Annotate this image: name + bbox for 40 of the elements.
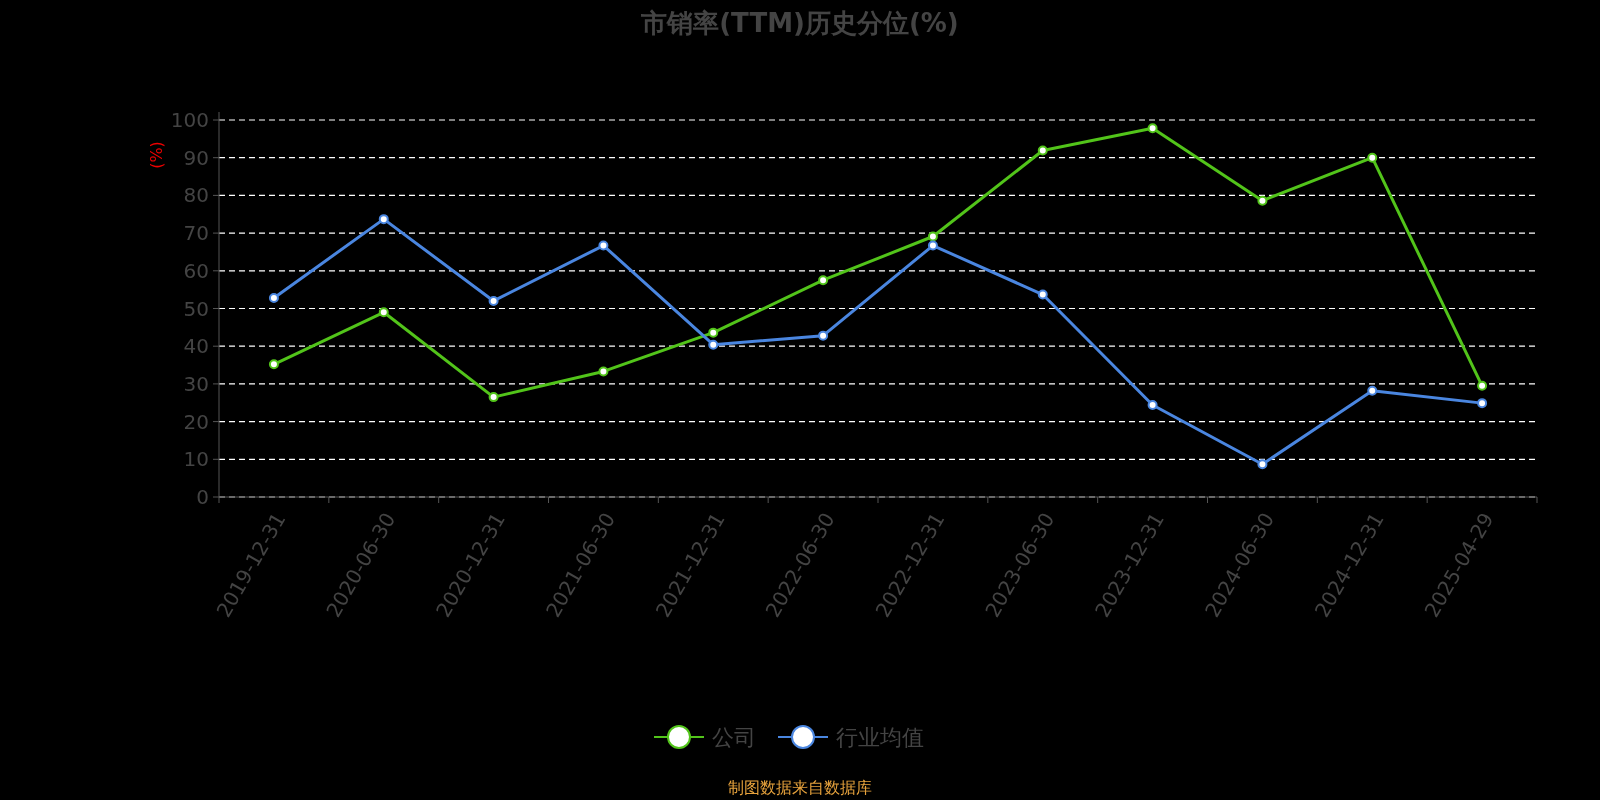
point [1037,289,1048,300]
y-tick-label: 80 [183,183,209,208]
chart-title: 市销率(TTM)历史分位(%) [640,8,959,38]
point [488,392,499,403]
y-tick-label: 20 [183,409,209,434]
y-tick-label: 90 [183,145,209,170]
y-tick-label: 100 [170,108,209,132]
point [598,240,609,251]
point [1147,123,1158,134]
point [1147,400,1158,411]
y-tick-label: 40 [183,334,209,359]
point [927,240,938,251]
point [1367,152,1378,163]
point [378,214,389,225]
point [927,231,938,242]
point [1477,398,1488,409]
legend-label: 行业均值 [836,725,924,750]
point [1367,385,1378,396]
point [1037,145,1048,156]
y-axis-title: (%) [147,141,166,169]
y-tick-label: 10 [183,447,209,472]
point [1257,459,1268,470]
legend-label: 公司 [712,725,756,750]
point [1257,195,1268,206]
point [708,327,719,338]
point [268,359,279,370]
y-tick-label: 30 [183,371,209,396]
y-tick-label: 50 [183,296,209,321]
y-tick-label: 0 [196,485,209,509]
point [488,295,499,306]
point [378,307,389,318]
point [268,292,279,303]
point [598,366,609,377]
point [818,275,829,286]
point [708,339,719,350]
point [1477,380,1488,391]
text: 制图数据来自数据库 [728,778,872,797]
y-tick-label: 70 [183,221,209,246]
y-tick-label: 60 [183,258,209,283]
point [818,330,829,341]
